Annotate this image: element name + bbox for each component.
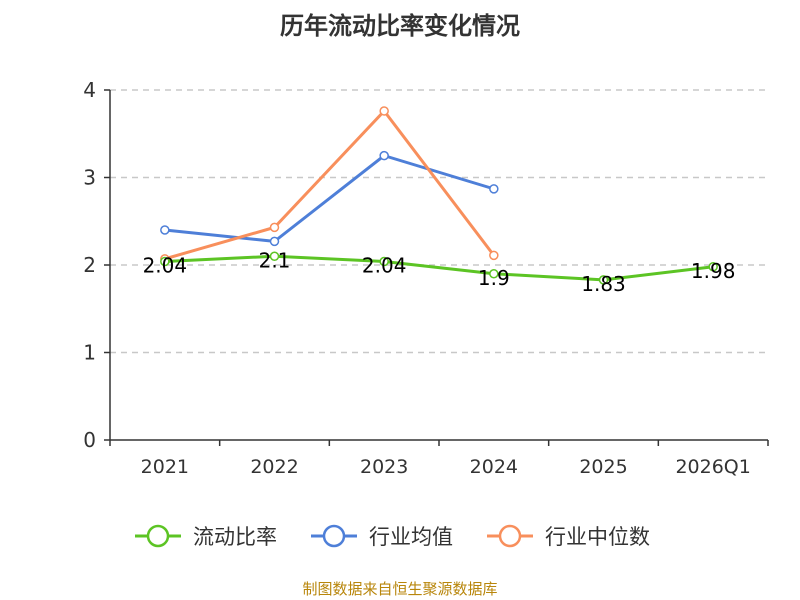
series-0-point: [598, 275, 609, 285]
y-tick-label: 4: [83, 78, 96, 102]
grid-layer: [110, 89, 768, 354]
data-label: 2.1: [259, 248, 291, 272]
series-2-point: [489, 250, 499, 261]
x-tick-label: 2025: [579, 456, 627, 478]
legend-swatch-marker: [146, 524, 170, 548]
x-tick-label: 2023: [360, 456, 408, 478]
series-layer: [160, 106, 718, 285]
series-2-point: [379, 106, 389, 116]
data-label-layer: 2.04 2.1 2.04 1.9 1.83 1.98: [143, 248, 736, 296]
legend-label: 流动比率: [193, 525, 277, 549]
series-1-line: [164, 154, 495, 243]
series-0-line: [164, 254, 714, 282]
data-label: 2.04: [143, 254, 188, 278]
data-label: 1.83: [581, 272, 626, 296]
data-label: 2.04: [362, 254, 407, 278]
y-tick-label: 0: [83, 428, 96, 452]
series-0-point: [708, 262, 718, 272]
y-tick-label: 1: [83, 341, 96, 365]
y-tick-label: 2: [83, 253, 96, 277]
data-label: 1.98: [691, 259, 736, 283]
data-label: 1.9: [478, 266, 510, 290]
x-tick-label: 2022: [250, 456, 298, 478]
legend-swatch-marker: [322, 524, 346, 548]
x-tick-label: 2021: [141, 456, 189, 478]
series-1-point: [379, 150, 389, 161]
series-0-point: [489, 269, 499, 279]
series-1-point: [269, 236, 280, 247]
series-2-point: [269, 222, 280, 233]
axis-layer: 0 1 2 3 4 2021 2022 2023 2024 2025 2026Q1: [83, 78, 769, 478]
legend: 流动比率 行业均值 行业中位数: [135, 524, 650, 549]
series-0-point: [379, 256, 389, 267]
series-1-point: [489, 184, 499, 194]
y-tick-label: 3: [83, 166, 96, 190]
legend-label: 行业中位数: [545, 525, 650, 549]
series-0-point: [269, 251, 280, 261]
legend-label: 行业均值: [369, 525, 453, 549]
source-note: 制图数据来自恒生聚源数据库: [302, 580, 498, 598]
chart-title: 历年流动比率变化情况: [280, 12, 520, 40]
series-0-point: [160, 256, 170, 267]
x-tick-label: 2024: [470, 456, 518, 478]
series-1-point: [160, 225, 170, 235]
x-tick-label: 2026Q1: [675, 456, 750, 478]
series-2-line: [164, 109, 496, 261]
legend-swatch-marker: [498, 524, 522, 548]
